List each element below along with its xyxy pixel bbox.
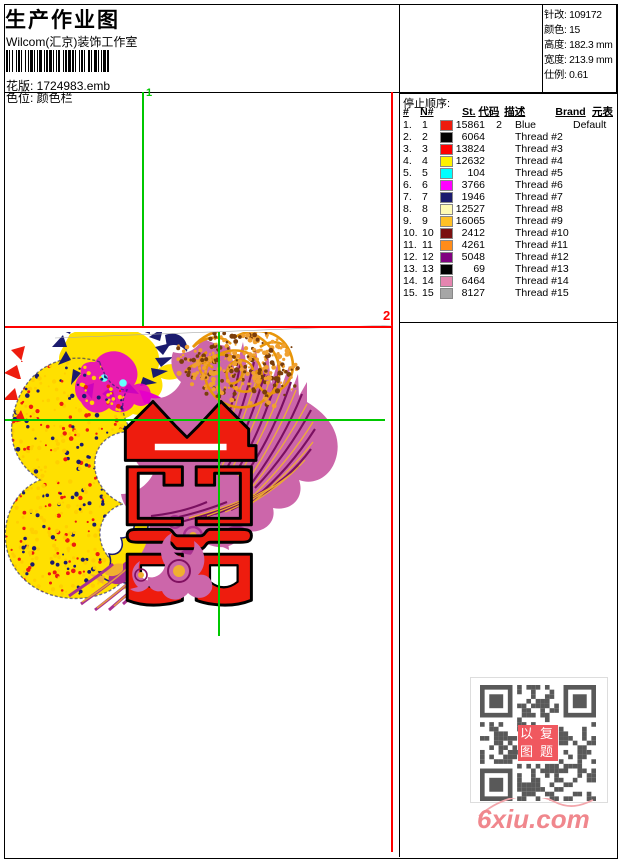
svg-text:题: 题 [540,744,553,759]
svg-text:以: 以 [520,726,533,741]
svg-text:6xiu.com: 6xiu.com [477,804,590,832]
svg-text:图: 图 [520,744,533,759]
svg-text:复: 复 [540,726,553,741]
